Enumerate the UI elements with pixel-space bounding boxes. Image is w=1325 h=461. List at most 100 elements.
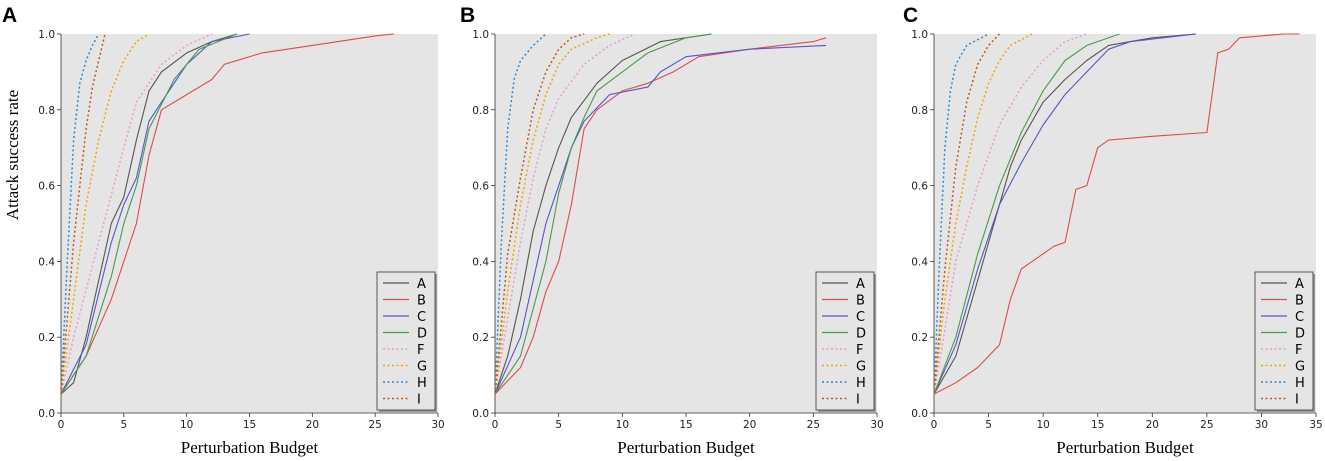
y-tick-label: 0.2 <box>472 332 489 344</box>
x-tick-label: 25 <box>1200 419 1213 431</box>
legend-label-f: F <box>417 343 424 358</box>
series-line-a <box>61 33 238 395</box>
legend-label-f: F <box>1295 343 1302 358</box>
y-tick-label: 0.8 <box>911 105 928 117</box>
x-tick-label: 30 <box>870 419 883 431</box>
y-tick-label: 0.2 <box>911 332 928 344</box>
legend-label-a: A <box>856 277 865 292</box>
x-tick-label: 20 <box>743 419 756 431</box>
x-tick-label: 5 <box>120 419 127 431</box>
legend-label-b: B <box>856 294 865 309</box>
x-tick-label: 5 <box>985 419 992 431</box>
x-tick-label: 5 <box>555 419 562 431</box>
x-axis-label: Perturbation Budget <box>181 438 319 457</box>
x-tick-label: 20 <box>1146 419 1159 431</box>
series-line-g <box>495 33 610 395</box>
legend-label-b: B <box>1295 294 1304 309</box>
series-group <box>495 33 827 395</box>
panel-label: B <box>460 4 475 27</box>
legend-label-g: G <box>1295 360 1305 375</box>
series-line-d <box>934 33 1120 395</box>
legend-label-c: C <box>417 310 426 325</box>
series-line-c <box>934 33 1196 395</box>
series-line-f <box>495 33 636 395</box>
series-group <box>934 33 1300 395</box>
x-tick-label: 0 <box>58 419 65 431</box>
series-line-b <box>61 33 395 395</box>
series-line-h <box>934 33 989 395</box>
x-tick-label: 10 <box>1036 419 1049 431</box>
x-tick-label: 25 <box>807 419 820 431</box>
x-axis-label: Perturbation Budget <box>617 438 755 457</box>
legend-label-g: G <box>417 360 427 375</box>
series-line-a <box>934 33 1196 395</box>
series-line-i <box>934 33 1001 395</box>
legend-label-h: H <box>856 376 866 391</box>
series-line-a <box>495 33 712 395</box>
series-line-h <box>495 33 547 395</box>
legend-box <box>1254 271 1314 411</box>
legend-label-h: H <box>417 376 427 391</box>
panel-label: C <box>903 4 918 27</box>
legend-label-c: C <box>1295 310 1304 325</box>
legend-box <box>376 271 436 411</box>
y-tick-label: 0.4 <box>911 256 928 268</box>
series-group <box>61 33 395 395</box>
x-tick-label: 10 <box>180 419 193 431</box>
y-tick-label: 1.0 <box>911 29 928 41</box>
chart-panel-c: C 0 5 10 15 20 25 30 35 0.0 0.2 0.4 0.6 0.8 1.0 Perturb… <box>903 4 1323 457</box>
series-line-b <box>934 33 1300 395</box>
panel-label: A <box>2 4 17 27</box>
legend-label-i: I <box>856 393 860 408</box>
x-tick-label: 25 <box>368 419 381 431</box>
series-line-f <box>934 33 1088 395</box>
y-tick-label: 0.0 <box>472 408 489 420</box>
x-tick-label: 30 <box>1255 419 1268 431</box>
series-line-d <box>495 33 712 395</box>
y-tick-label: 1.0 <box>472 29 489 41</box>
x-tick-label: 35 <box>1309 419 1322 431</box>
legend-label-d: D <box>1295 327 1305 342</box>
series-line-h <box>61 33 100 395</box>
y-tick-label: 0.6 <box>38 181 55 193</box>
legend-label-i: I <box>417 393 421 408</box>
series-line-c <box>61 33 250 395</box>
y-tick-label: 0.4 <box>472 256 489 268</box>
y-tick-label: 0.0 <box>38 408 55 420</box>
legend-label-c: C <box>856 310 865 325</box>
x-tick-label: 15 <box>243 419 256 431</box>
series-line-g <box>934 33 1033 395</box>
y-tick-label: 0.0 <box>911 408 928 420</box>
chart-panel-b: B 0 5 10 15 20 25 30 0.0 0.2 0.4 0.6 0.8 1.0 Perturbat… <box>460 4 884 457</box>
legend-label-b: B <box>417 294 426 309</box>
legend-label-g: G <box>856 360 866 375</box>
y-tick-label: 0.2 <box>38 332 55 344</box>
y-tick-label: 0.8 <box>472 105 489 117</box>
y-tick-label: 0.4 <box>38 256 55 268</box>
legend-label-f: F <box>856 343 863 358</box>
x-tick-label: 0 <box>492 419 499 431</box>
series-line-i <box>61 33 106 395</box>
x-tick-label: 10 <box>616 419 629 431</box>
legend-label-d: D <box>417 327 427 342</box>
chart-panel-a: A 0 5 10 15 20 25 30 0.0 0.2 0.4 0.6 0.8 1.0 Perturbat… <box>2 4 445 457</box>
x-axis-label: Perturbation Budget <box>1056 438 1194 457</box>
legend-label-a: A <box>417 277 426 292</box>
series-line-i <box>495 33 585 395</box>
y-tick-label: 0.6 <box>911 181 928 193</box>
plot-area <box>934 34 1316 413</box>
y-tick-label: 1.0 <box>38 29 55 41</box>
legend-label-i: I <box>1295 393 1299 408</box>
y-tick-label: 0.8 <box>38 105 55 117</box>
y-axis-label: Attack success rate <box>3 90 22 220</box>
legend-box <box>815 271 875 411</box>
x-tick-label: 15 <box>1091 419 1104 431</box>
plot-area <box>495 34 877 413</box>
legend-label-a: A <box>1295 277 1304 292</box>
x-tick-label: 15 <box>679 419 692 431</box>
x-tick-label: 0 <box>931 419 938 431</box>
series-line-c <box>495 44 827 395</box>
